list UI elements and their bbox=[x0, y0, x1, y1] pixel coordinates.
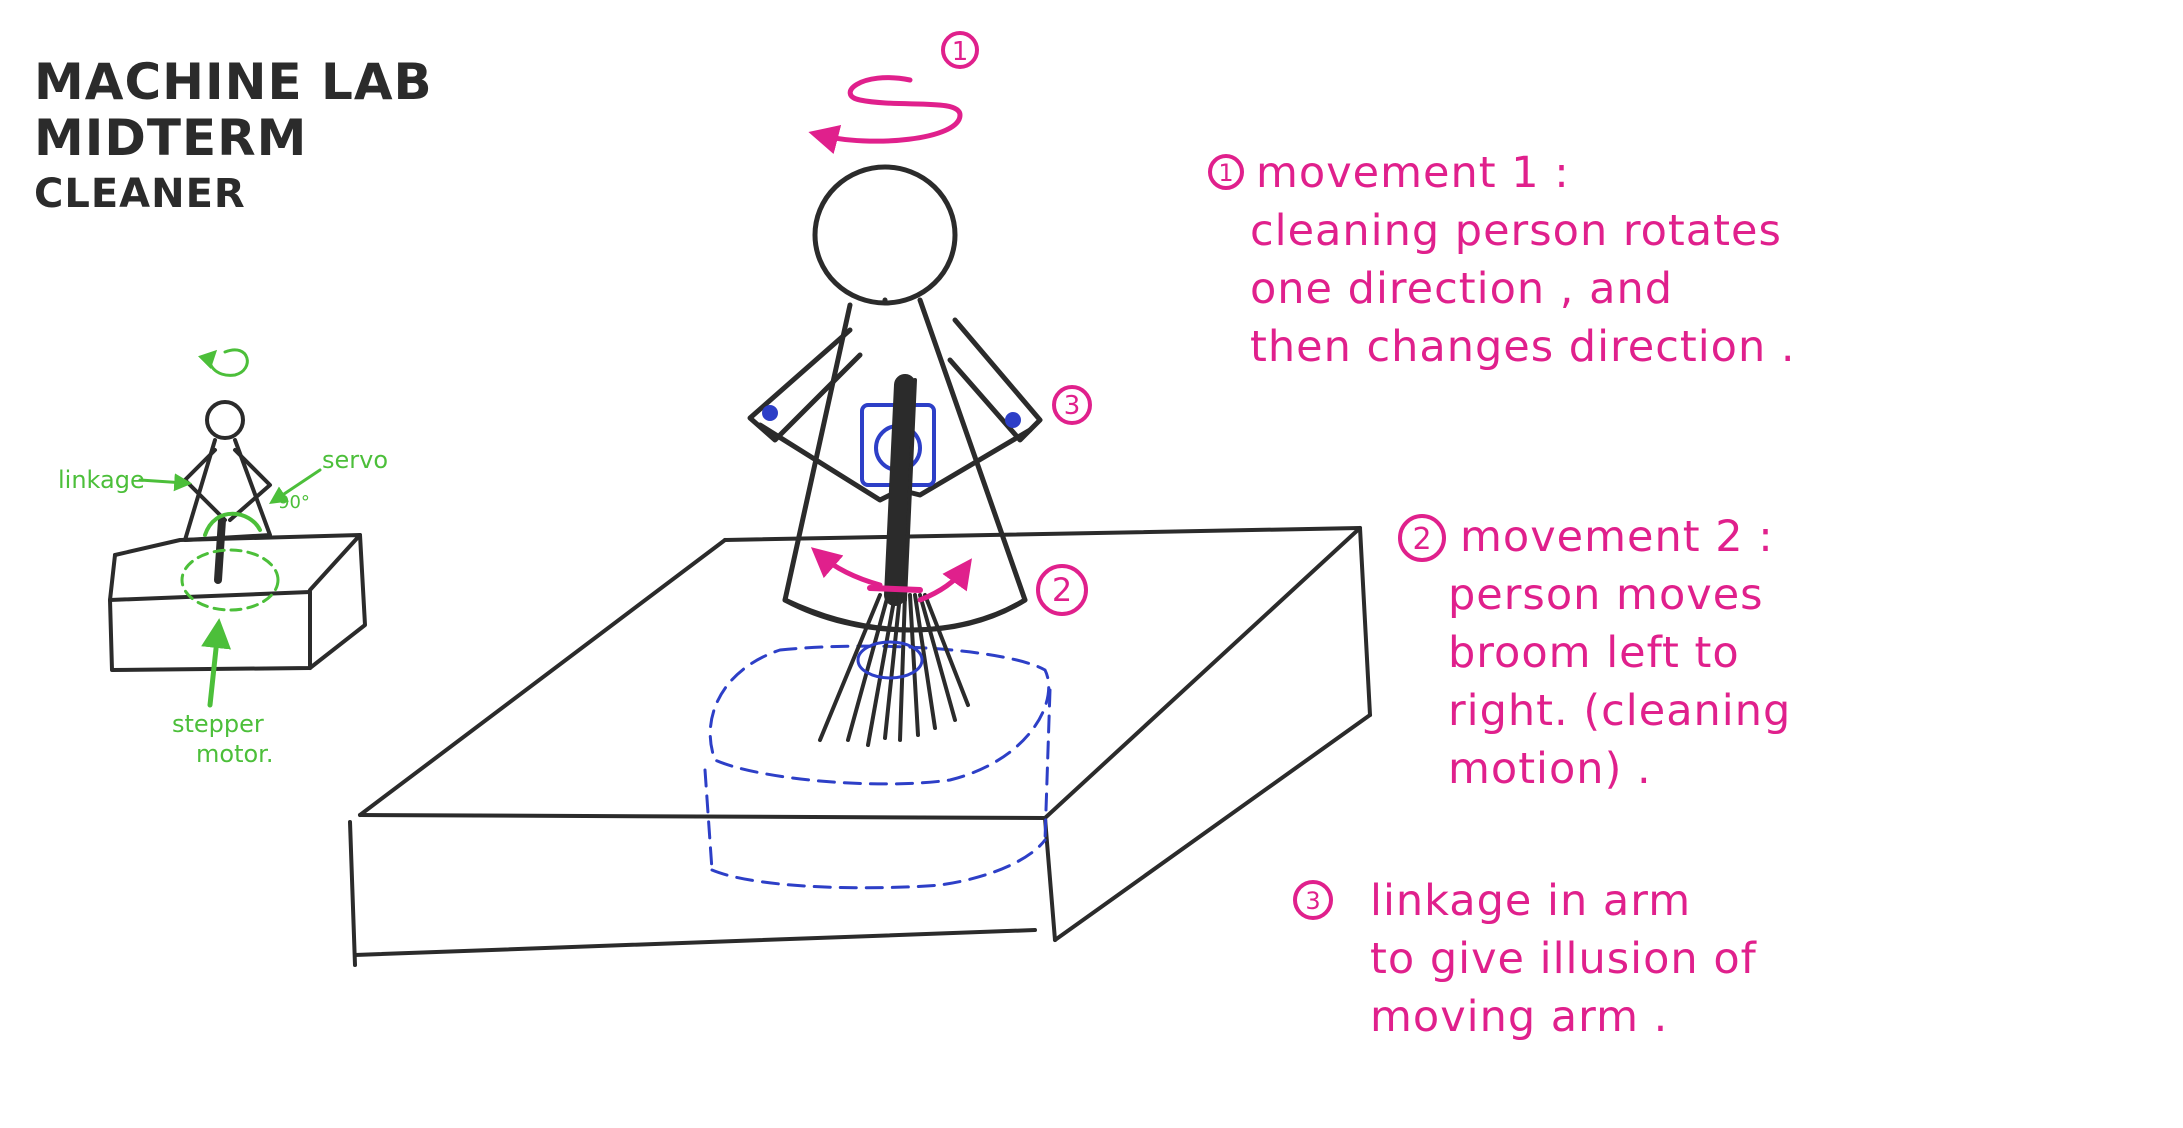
note-3-line-1: linkage in arm bbox=[1370, 876, 1692, 926]
left-arm-joint bbox=[762, 405, 778, 421]
note-2-line-1: person moves bbox=[1448, 570, 1764, 620]
title-line-2: MIDTERM bbox=[34, 109, 308, 167]
platform-top-right-edge bbox=[1043, 526, 1362, 820]
right-arm-joint bbox=[1005, 412, 1021, 428]
note-2-line-3: right. (cleaning bbox=[1448, 686, 1792, 736]
note-1-line-2: one direction , and bbox=[1250, 264, 1674, 314]
small-person-head bbox=[205, 400, 245, 440]
note-movement-2: movement 2 : person moves broom left to … bbox=[1448, 508, 1791, 798]
note-3-number: 3 bbox=[1305, 887, 1320, 915]
platform-front-top-edge bbox=[358, 813, 1047, 820]
rotating-base-dashed bbox=[703, 644, 1052, 890]
small-rotation-arrow bbox=[198, 348, 249, 377]
note-movement-3: linkage in arm to give illusion of movin… bbox=[1370, 872, 1757, 1046]
person-head bbox=[812, 164, 958, 306]
broom-handle bbox=[884, 374, 916, 606]
small-person-right-arm bbox=[228, 448, 272, 522]
base-left-side bbox=[703, 768, 714, 872]
title-line-3: CLEANER bbox=[34, 171, 246, 217]
broom bbox=[818, 374, 970, 747]
note-3-line-3: moving arm . bbox=[1370, 992, 1669, 1042]
servo-pointer bbox=[269, 468, 322, 504]
rotation-arrow-top bbox=[808, 75, 963, 155]
note-2-circle bbox=[1398, 514, 1446, 562]
broom-pink-band bbox=[867, 585, 923, 593]
small-platform-box bbox=[108, 533, 367, 672]
small-sketch: linkage servo 90° stepper motor. bbox=[58, 348, 388, 768]
small-stepper-dashed bbox=[180, 548, 280, 612]
broom-swing-arrow-right bbox=[917, 558, 972, 603]
label-linkage: linkage bbox=[58, 466, 145, 494]
callout-circle-arm bbox=[1052, 385, 1092, 425]
base-right-side bbox=[1043, 688, 1052, 842]
label-angle: 90° bbox=[278, 492, 310, 513]
platform-right-vertical-edge bbox=[1358, 526, 1372, 717]
small-sketch-green-parts bbox=[138, 348, 322, 708]
stepper-pointer bbox=[201, 618, 232, 708]
note-1-line-3: then changes direction . bbox=[1250, 322, 1796, 372]
movement-arrows bbox=[808, 75, 972, 603]
note-2-number: 2 bbox=[1412, 522, 1431, 557]
base-bottom-curve bbox=[710, 838, 1047, 890]
platform-top-left-edge bbox=[358, 538, 727, 817]
note-movement-1: movement 1 : cleaning person rotates one… bbox=[1250, 144, 1796, 376]
title-line-1: MACHINE LAB bbox=[34, 53, 433, 111]
broom-head-ring bbox=[856, 640, 924, 680]
base-top-ellipse bbox=[708, 644, 1051, 786]
note-number-circles bbox=[1208, 154, 1446, 920]
small-person-left-arm bbox=[183, 448, 227, 522]
platform-top-back-edge bbox=[723, 526, 1362, 542]
linkage-pointer bbox=[138, 473, 193, 492]
callout-marker-body: 2 bbox=[1052, 571, 1072, 609]
platform-front-left-edge bbox=[348, 820, 357, 967]
small-person bbox=[183, 400, 272, 584]
broom-handle-outline bbox=[903, 378, 917, 602]
broom-bristles bbox=[818, 593, 970, 747]
note-1-circle bbox=[1208, 154, 1244, 190]
person-left-upper-arm bbox=[747, 327, 863, 443]
callout-marker-arm: 3 bbox=[1064, 391, 1081, 421]
platform-box bbox=[348, 526, 1372, 967]
callout-circle-top bbox=[941, 31, 979, 69]
callout-circle-body bbox=[1036, 564, 1088, 616]
note-2-line-2: broom left to bbox=[1448, 628, 1740, 678]
platform-front-right-edge bbox=[1043, 816, 1057, 942]
broom-swing-arrow-left bbox=[810, 547, 883, 588]
callout-circles bbox=[941, 31, 1092, 616]
sketch-title: MACHINE LAB MIDTERM CLEANER bbox=[34, 54, 433, 217]
note-1-line-1: cleaning person rotates bbox=[1250, 206, 1782, 256]
note-1-number: 1 bbox=[1218, 159, 1233, 187]
label-stepper-line-1: stepper bbox=[172, 710, 264, 738]
callout-marker-top: 1 bbox=[952, 37, 969, 67]
note-3-line-2: to give illusion of bbox=[1370, 934, 1757, 984]
note-1-heading: movement 1 : bbox=[1256, 148, 1570, 198]
label-stepper-line-2: motor. bbox=[196, 740, 273, 768]
small-servo-arc bbox=[203, 511, 262, 537]
small-person-body bbox=[183, 438, 272, 542]
note-2-line-4: motion) . bbox=[1448, 744, 1652, 794]
platform-front-bottom-edge bbox=[353, 928, 1037, 957]
note-2-heading: movement 2 : bbox=[1460, 512, 1774, 562]
platform-right-bottom-edge bbox=[1053, 713, 1372, 942]
note-3-circle bbox=[1293, 880, 1333, 920]
label-servo: servo bbox=[322, 446, 388, 474]
